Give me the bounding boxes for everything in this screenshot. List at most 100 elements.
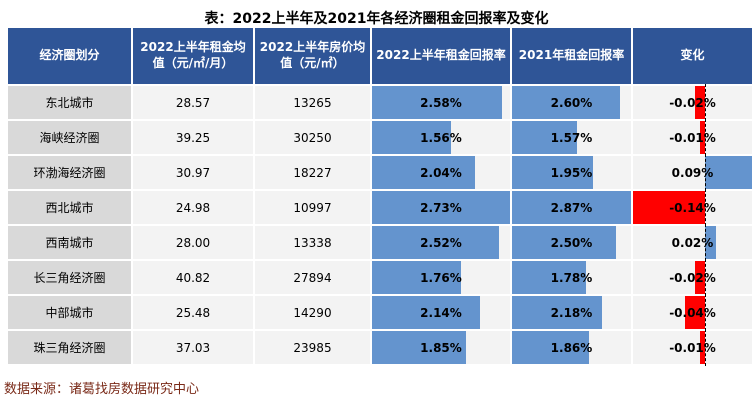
percent-label: 1.95% bbox=[550, 165, 593, 180]
rent-avg-cell: 30.97 bbox=[133, 156, 253, 189]
return-data-bar bbox=[512, 121, 578, 154]
return-2021-cell: 1.95% bbox=[512, 156, 631, 189]
price-avg-cell: 13265 bbox=[255, 86, 370, 119]
return-data-bar bbox=[372, 331, 466, 364]
col-header-change: 变化 bbox=[633, 28, 752, 84]
region-cell: 西北城市 bbox=[8, 191, 131, 224]
rent-avg-cell: 39.25 bbox=[133, 121, 253, 154]
return-2022h1-cell: 1.85% bbox=[372, 331, 510, 364]
region-cell: 东北城市 bbox=[8, 86, 131, 119]
return-2021-cell: 1.57% bbox=[512, 121, 631, 154]
return-data-bar bbox=[512, 331, 590, 364]
economic-circle-table: 经济圈划分 2022上半年租金均值（元/㎡/月） 2022上半年房价均值（元/㎡… bbox=[8, 28, 752, 366]
price-avg-cell: 13338 bbox=[255, 226, 370, 259]
percent-label: 1.56% bbox=[420, 130, 462, 145]
rent-avg-cell: 24.98 bbox=[133, 191, 253, 224]
zero-axis-line bbox=[705, 224, 707, 261]
return-data-bar bbox=[512, 191, 631, 224]
return-data-bar bbox=[372, 156, 476, 189]
price-avg-cell: 10997 bbox=[255, 191, 370, 224]
percent-label: 1.86% bbox=[550, 340, 593, 355]
rent-avg-cell: 28.57 bbox=[133, 86, 253, 119]
return-2021-cell: 1.78% bbox=[512, 261, 631, 294]
return-2021-cell: 2.87% bbox=[512, 191, 631, 224]
return-data-bar bbox=[372, 226, 500, 259]
zero-axis-line bbox=[705, 154, 707, 191]
percent-label: 2.87% bbox=[550, 200, 593, 215]
positive-change-bar bbox=[705, 226, 716, 259]
percent-label: 2.04% bbox=[420, 165, 462, 180]
change-label: 0.02% bbox=[671, 235, 714, 250]
negative-change-bar bbox=[695, 261, 706, 294]
region-cell: 西南城市 bbox=[8, 226, 131, 259]
negative-change-bar bbox=[700, 331, 706, 364]
return-data-bar bbox=[372, 296, 481, 329]
negative-change-bar bbox=[700, 121, 706, 154]
region-cell: 环渤海经济圈 bbox=[8, 156, 131, 189]
percent-label: 2.73% bbox=[420, 200, 462, 215]
percent-label: 2.14% bbox=[420, 305, 462, 320]
price-avg-cell: 30250 bbox=[255, 121, 370, 154]
change-label: -0.01% bbox=[669, 130, 716, 145]
percent-label: 1.76% bbox=[420, 270, 462, 285]
region-cell: 珠三角经济圈 bbox=[8, 331, 131, 364]
col-header-rent-avg: 2022上半年租金均值（元/㎡/月） bbox=[133, 28, 253, 84]
rent-avg-cell: 28.00 bbox=[133, 226, 253, 259]
return-2022h1-cell: 1.76% bbox=[372, 261, 510, 294]
return-data-bar bbox=[512, 226, 616, 259]
price-avg-cell: 23985 bbox=[255, 331, 370, 364]
percent-label: 2.50% bbox=[550, 235, 593, 250]
return-data-bar bbox=[512, 86, 620, 119]
percent-label: 2.52% bbox=[420, 235, 462, 250]
percent-label: 1.78% bbox=[550, 270, 593, 285]
return-2021-cell: 2.50% bbox=[512, 226, 631, 259]
return-2022h1-cell: 2.73% bbox=[372, 191, 510, 224]
zero-axis-line bbox=[705, 189, 707, 226]
return-data-bar bbox=[512, 296, 603, 329]
return-2022h1-cell: 2.14% bbox=[372, 296, 510, 329]
change-cell: -0.02% bbox=[633, 84, 752, 121]
return-data-bar bbox=[372, 191, 510, 224]
percent-label: 1.85% bbox=[420, 340, 462, 355]
rent-avg-cell: 37.03 bbox=[133, 331, 253, 364]
rental-return-report: 表：2022上半年及2021年各经济圈租金回报率及变化 经济圈划分 2022上半… bbox=[4, 11, 752, 397]
negative-change-bar bbox=[684, 296, 706, 329]
region-cell: 中部城市 bbox=[8, 296, 131, 329]
zero-axis-line bbox=[705, 294, 707, 331]
change-label: -0.04% bbox=[669, 305, 716, 320]
change-label: -0.01% bbox=[669, 340, 716, 355]
change-label: -0.02% bbox=[669, 270, 716, 285]
percent-label: 1.57% bbox=[550, 130, 593, 145]
return-2021-cell: 1.86% bbox=[512, 331, 631, 364]
percent-label: 2.60% bbox=[550, 95, 593, 110]
return-2022h1-cell: 2.58% bbox=[372, 86, 510, 119]
percent-label: 2.18% bbox=[550, 305, 593, 320]
change-label: -0.14% bbox=[669, 200, 716, 215]
region-cell: 长三角经济圈 bbox=[8, 261, 131, 294]
price-avg-cell: 18227 bbox=[255, 156, 370, 189]
change-cell: -0.01% bbox=[633, 119, 752, 156]
table-title: 表：2022上半年及2021年各经济圈租金回报率及变化 bbox=[204, 11, 549, 27]
price-avg-cell: 14290 bbox=[255, 296, 370, 329]
rent-avg-cell: 40.82 bbox=[133, 261, 253, 294]
region-cell: 海峡经济圈 bbox=[8, 121, 131, 154]
positive-change-bar bbox=[705, 156, 752, 189]
change-label: 0.09% bbox=[671, 165, 714, 180]
change-cell: -0.04% bbox=[633, 294, 752, 331]
rent-avg-cell: 25.48 bbox=[133, 296, 253, 329]
change-cell: 0.02% bbox=[633, 224, 752, 261]
return-2022h1-cell: 2.04% bbox=[372, 156, 510, 189]
change-cell: -0.14% bbox=[633, 189, 752, 226]
zero-axis-line bbox=[705, 119, 707, 156]
change-label: -0.02% bbox=[669, 95, 716, 110]
return-data-bar bbox=[372, 121, 451, 154]
zero-axis-line bbox=[705, 84, 707, 121]
return-data-bar bbox=[512, 156, 593, 189]
col-header-return-2022h1: 2022上半年租金回报率 bbox=[372, 28, 510, 84]
return-2021-cell: 2.60% bbox=[512, 86, 631, 119]
return-2022h1-cell: 2.52% bbox=[372, 226, 510, 259]
change-cell: -0.02% bbox=[633, 259, 752, 296]
return-2022h1-cell: 1.56% bbox=[372, 121, 510, 154]
zero-axis-line bbox=[705, 259, 707, 296]
data-source: 数据来源：诸葛找房数据研究中心 bbox=[4, 382, 200, 397]
